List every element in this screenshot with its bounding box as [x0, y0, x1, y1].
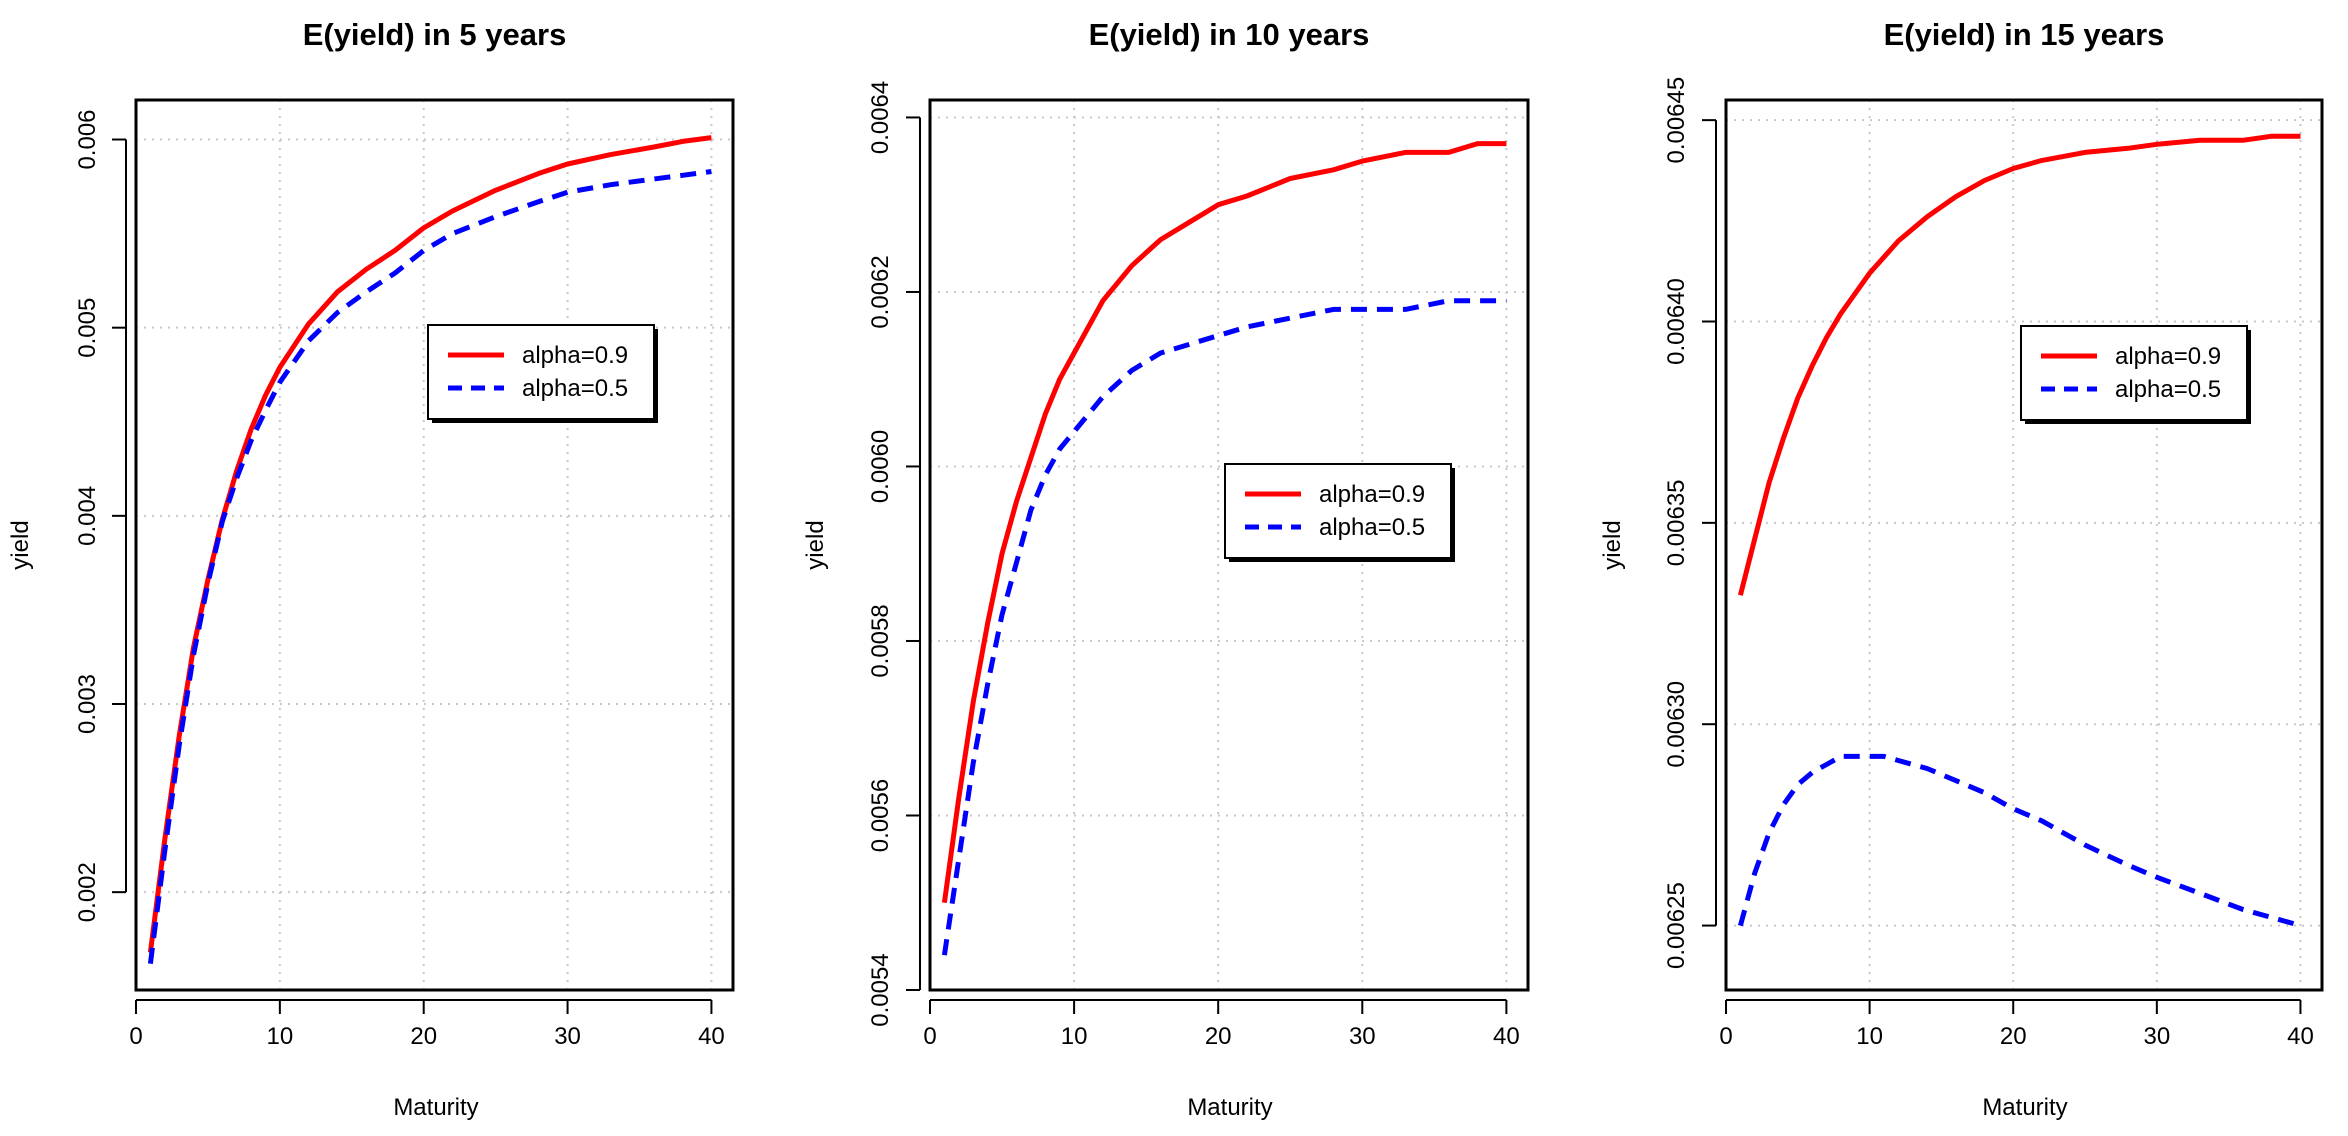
x-axis-label: Maturity — [393, 1094, 478, 1121]
y-tick-label: 0.005 — [74, 298, 101, 358]
x-tick-label: 30 — [1349, 1023, 1376, 1050]
x-tick-label: 40 — [1493, 1023, 1520, 1050]
legend-label: alpha=0.9 — [522, 342, 628, 369]
y-axis-label: yield — [802, 520, 829, 569]
y-tick-label: 0.00645 — [1663, 77, 1690, 164]
y-axis-label: yield — [7, 520, 34, 569]
legend-label: alpha=0.9 — [2115, 343, 2221, 370]
y-tick-label: 0.004 — [74, 486, 101, 546]
legend-box — [2020, 325, 2248, 421]
x-tick-label: 20 — [1205, 1023, 1232, 1050]
legend-box — [1224, 463, 1452, 559]
y-tick-label: 0.0062 — [867, 255, 894, 328]
x-tick-label: 10 — [1856, 1023, 1883, 1050]
y-tick-label: 0.00630 — [1663, 681, 1690, 768]
series-line-alpha-0-5 — [1737, 753, 2302, 929]
x-tick-label: 40 — [2287, 1023, 2314, 1050]
series-line-alpha-0-5 — [941, 298, 1507, 956]
series-line-alpha-0-5 — [147, 169, 712, 965]
legend-box — [427, 324, 655, 420]
y-tick-label: 0.0054 — [867, 953, 894, 1026]
y-tick-label: 0.00625 — [1663, 882, 1690, 969]
chart-title: E(yield) in 15 years — [1884, 17, 2165, 52]
y-tick-label: 0.006 — [74, 109, 101, 169]
chart-panel-1: E(yield) in 5 years 0 10 20 30 40 0.002 0.003 0.… — [7, 17, 735, 1121]
plot-frame — [1724, 98, 2324, 992]
x-tick-label: 0 — [923, 1023, 936, 1050]
y-tick-label: 0.0056 — [867, 779, 894, 852]
x-axis-label: Maturity — [1982, 1094, 2067, 1121]
legend-label: alpha=0.5 — [522, 375, 628, 402]
y-tick-label: 0.0064 — [867, 81, 894, 154]
x-tick-label: 20 — [2000, 1023, 2027, 1050]
x-tick-label: 30 — [2143, 1023, 2170, 1050]
y-tick-label: 0.003 — [74, 674, 101, 734]
series-line-alpha-0-9 — [941, 141, 1507, 904]
y-tick-label: 0.00640 — [1663, 278, 1690, 365]
x-tick-label: 10 — [1061, 1023, 1088, 1050]
x-tick-label: 30 — [554, 1023, 581, 1050]
legend-label: alpha=0.9 — [1319, 481, 1425, 508]
x-tick-label: 40 — [698, 1023, 725, 1050]
y-tick-label: 0.00635 — [1663, 479, 1690, 566]
x-tick-label: 10 — [267, 1023, 294, 1050]
y-axis-label: yield — [1599, 520, 1626, 569]
chart-title: E(yield) in 10 years — [1089, 17, 1370, 52]
plot-frame — [928, 98, 1530, 992]
legend-label: alpha=0.5 — [2115, 376, 2221, 403]
x-tick-label: 20 — [410, 1023, 437, 1050]
chart-panel-2: E(yield) in 10 years 0 10 20 30 40 0.0054 0.005… — [802, 17, 1530, 1121]
plot-frame — [134, 98, 735, 992]
y-tick-label: 0.002 — [74, 862, 101, 922]
y-tick-label: 0.0058 — [867, 604, 894, 677]
chart-panel-3: E(yield) in 15 years 0 10 20 30 40 0.00625 0.00… — [1599, 17, 2324, 1121]
x-axis-label: Maturity — [1187, 1094, 1272, 1121]
series-line-alpha-0-9 — [1737, 133, 2301, 596]
chart-title: E(yield) in 5 years — [303, 17, 567, 52]
legend-label: alpha=0.5 — [1319, 514, 1425, 541]
x-tick-label: 0 — [129, 1023, 142, 1050]
y-tick-label: 0.0060 — [867, 430, 894, 503]
x-tick-label: 0 — [1719, 1023, 1732, 1050]
